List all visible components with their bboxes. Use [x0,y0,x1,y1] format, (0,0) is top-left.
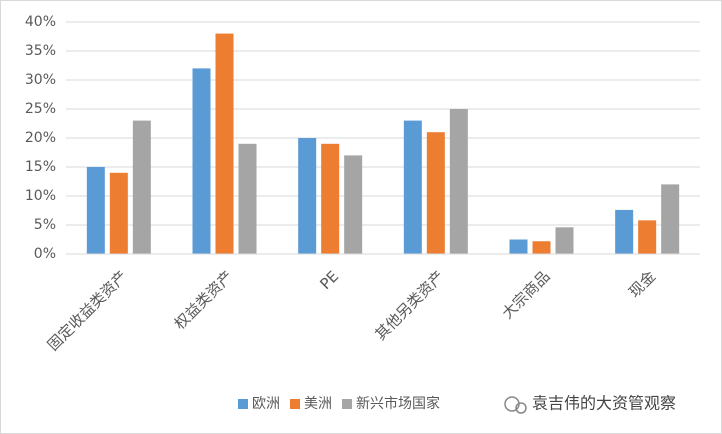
y-tick-label: 20% [25,130,56,146]
bar [86,167,105,254]
bar [509,239,528,254]
legend-label: 欧洲 [252,396,280,412]
watermark-icon [515,402,527,414]
y-tick-label: 35% [25,43,56,59]
bar [426,132,445,254]
bar [661,184,680,254]
y-tick-label: 10% [25,188,56,204]
bar [638,220,657,254]
y-tick-label: 0% [34,246,56,262]
bar [449,109,468,254]
legend-label: 新兴市场国家 [356,395,440,412]
bar [403,120,422,254]
y-tick-label: 15% [25,159,56,175]
watermark: 袁吉伟的大资管观察 [504,394,676,414]
y-tick-label: 25% [25,101,56,117]
bar [132,120,151,254]
y-tick-label: 30% [25,72,56,88]
legend-label: 美洲 [304,396,332,412]
bar [555,227,574,254]
bar [532,241,551,254]
bar [615,209,634,254]
bar [238,143,257,254]
legend-swatch [290,399,300,409]
bar [192,68,211,255]
bar [215,33,234,254]
bar [321,143,340,254]
bar [344,155,363,254]
bar [298,138,317,254]
watermark-text: 袁吉伟的大资管观察 [532,394,676,413]
legend-swatch [238,399,248,409]
legend-swatch [342,399,352,409]
y-tick-label: 5% [34,217,56,233]
y-tick-label: 40% [25,14,56,30]
bar [109,172,128,254]
